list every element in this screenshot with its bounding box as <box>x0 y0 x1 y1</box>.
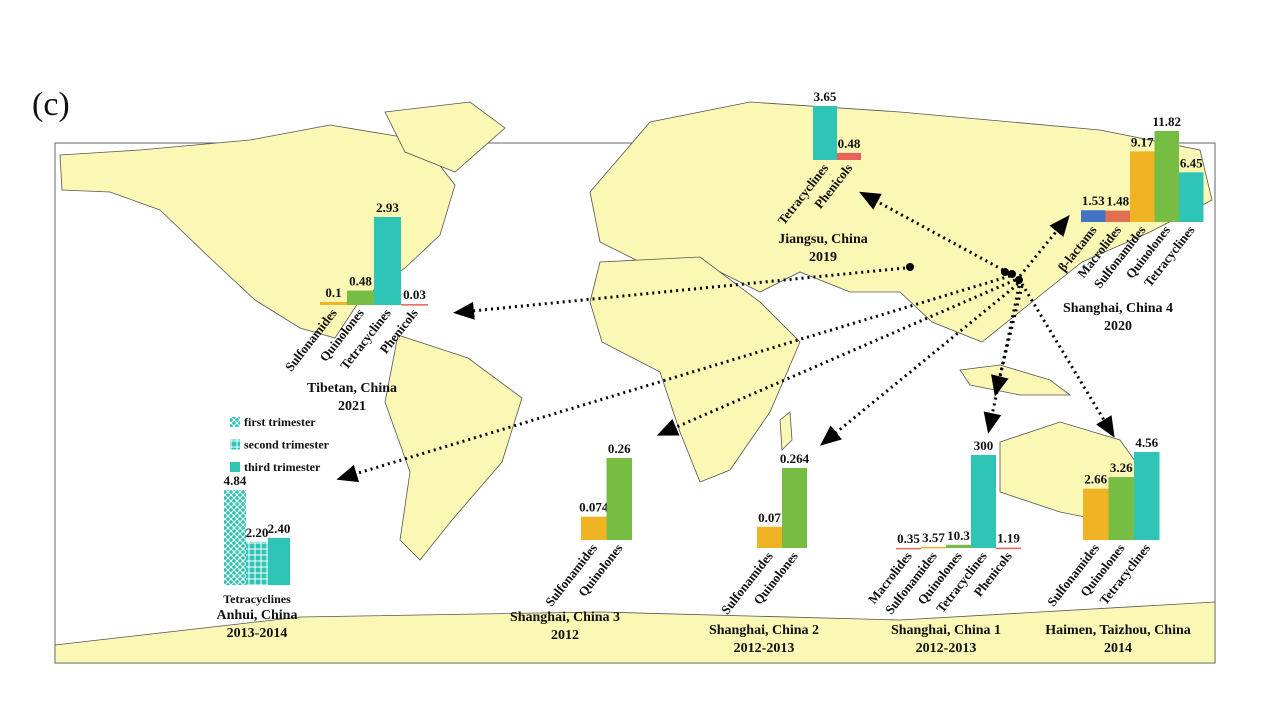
legend-label: second trimester <box>244 438 330 452</box>
bar <box>946 544 971 548</box>
bar <box>224 490 246 585</box>
bar <box>1108 477 1134 540</box>
value-label: 0.03 <box>403 287 426 302</box>
origin-point <box>906 263 914 271</box>
value-label: 0.07 <box>758 510 781 525</box>
bar <box>921 546 946 549</box>
value-label: 0.264 <box>780 451 810 466</box>
madagascar <box>779 411 793 451</box>
value-label: 300 <box>974 438 994 453</box>
chart-subtitle: 2012 <box>551 628 579 643</box>
value-label: 3.65 <box>814 89 837 104</box>
origin-point <box>1015 276 1023 284</box>
bar <box>1081 210 1106 222</box>
value-label: 2.66 <box>1084 472 1107 487</box>
bar <box>782 468 807 548</box>
value-label: 1.19 <box>997 531 1020 546</box>
chart-subtitle: 2020 <box>1104 319 1132 334</box>
value-label: 3.26 <box>1110 460 1133 475</box>
bar <box>320 301 347 305</box>
chart-subtitle: 2021 <box>338 399 366 414</box>
bar <box>1130 151 1155 222</box>
panel-label: (c) <box>32 86 70 123</box>
legend-swatch <box>230 417 240 427</box>
value-label: 0.48 <box>838 136 861 151</box>
bar <box>1105 210 1130 222</box>
bar <box>374 217 401 305</box>
value-label: 2.93 <box>376 200 399 215</box>
arrow <box>336 274 1011 483</box>
chart-subtitle: 2014 <box>1104 641 1132 656</box>
bar <box>971 455 996 548</box>
arrows <box>336 191 1115 483</box>
bar <box>581 516 607 540</box>
arrow <box>453 266 906 320</box>
bar <box>268 537 290 585</box>
inset-chart: 1.53β-lactams1.48Macrolides9.17Sulfonami… <box>1055 114 1204 334</box>
inset-chart: 0.07Sulfonamides0.264QuinolonesShanghai,… <box>709 451 819 656</box>
value-label: 1.53 <box>1082 193 1105 208</box>
bar <box>996 547 1021 550</box>
chart-subtitle: 2019 <box>809 250 837 265</box>
category-label: Tetracyclines <box>223 592 291 606</box>
bar <box>837 152 861 160</box>
value-label: 11.82 <box>1152 114 1181 129</box>
legend-label: third trimester <box>244 460 321 474</box>
bar <box>1134 452 1160 540</box>
bar <box>813 106 837 160</box>
value-label: 2.20 <box>246 525 269 540</box>
chart-subtitle: 2012-2013 <box>734 641 795 656</box>
chart-title: Tibetan, China <box>307 381 397 396</box>
south-america <box>384 334 523 561</box>
value-label: 2.40 <box>268 521 291 536</box>
chart-title: Shanghai, China 2 <box>709 623 819 638</box>
chart-title: Anhui, China <box>217 608 298 623</box>
antarctica <box>54 601 1216 664</box>
value-label: 10.3 <box>947 528 970 543</box>
chart-title: Haimen, Taizhou, China <box>1045 623 1191 638</box>
value-label: 0.48 <box>349 274 372 289</box>
bar <box>1179 172 1204 222</box>
bar <box>1083 488 1109 540</box>
value-label: 0.35 <box>897 531 920 546</box>
value-label: 0.074 <box>579 500 609 515</box>
bar <box>606 458 632 540</box>
chart-subtitle: 2012-2013 <box>916 641 977 656</box>
bar <box>246 541 268 585</box>
value-label: 6.45 <box>1180 155 1203 170</box>
legend-label: first trimester <box>244 415 316 429</box>
greenland <box>384 101 506 173</box>
value-label: 9.17 <box>1131 134 1154 149</box>
legend-swatch <box>230 462 240 472</box>
africa <box>589 256 801 483</box>
value-label: 0.26 <box>608 441 631 456</box>
bar <box>757 526 782 548</box>
chart-subtitle: 2013-2014 <box>227 626 288 641</box>
value-label: 3.57 <box>922 530 945 545</box>
chart-title: Shanghai, China 3 <box>510 610 620 625</box>
legend-swatch <box>230 439 240 450</box>
inset-chart: 4.84 2.20 2.40 Tetracyclines first trimester… <box>217 415 330 641</box>
chart-title: Shanghai, China 4 <box>1063 301 1173 316</box>
value-label: 4.84 <box>224 473 247 488</box>
bar <box>347 290 374 305</box>
value-label: 1.48 <box>1106 194 1129 209</box>
bar <box>1154 131 1179 222</box>
arrow <box>859 191 1004 272</box>
bar <box>896 547 921 550</box>
southeast-asia-islands <box>959 364 1072 396</box>
arrow <box>820 282 1019 446</box>
arrow <box>1020 283 1115 438</box>
bar <box>401 304 428 306</box>
value-label: 0.1 <box>325 285 341 300</box>
chart-title: Shanghai, China 1 <box>891 623 1001 638</box>
value-label: 4.56 <box>1135 435 1158 450</box>
chart-title: Jiangsu, China <box>778 232 867 247</box>
